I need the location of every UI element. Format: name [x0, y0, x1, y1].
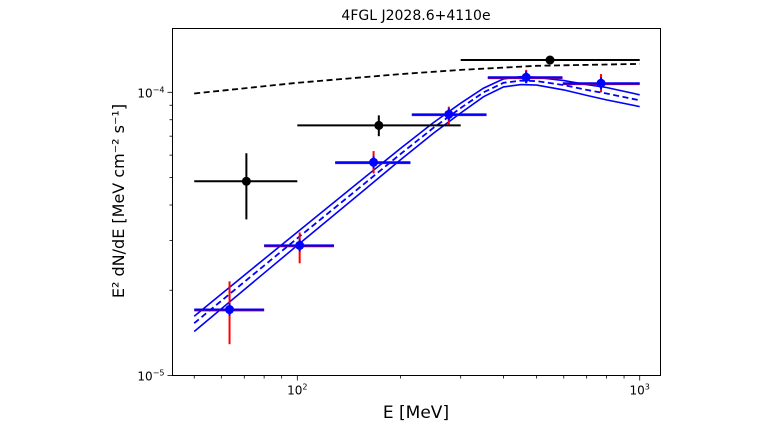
data-point-1-3: [411, 106, 487, 125]
x-tick-label: 102: [287, 383, 307, 398]
data-marker: [295, 240, 305, 250]
data-point-1-2: [335, 151, 411, 174]
y-axis-label: E² dN/dE [MeV cm⁻² s⁻¹]: [109, 104, 128, 298]
data-marker: [374, 120, 384, 130]
plot-area: [193, 55, 640, 345]
model-band-upper: [193, 75, 640, 317]
axes-frame: [172, 28, 661, 376]
data-point-0-2: [460, 55, 640, 65]
y-tick-label: 10−4: [137, 85, 164, 100]
data-point-1-5: [562, 74, 640, 93]
data-marker: [545, 55, 555, 65]
x-axis-label: E [MeV]: [383, 403, 449, 423]
model-band-lower: [193, 83, 640, 333]
data-point-0-0: [194, 153, 298, 220]
data-marker: [444, 109, 454, 119]
data-point-1-4: [487, 69, 563, 84]
data-marker: [241, 176, 251, 186]
data-point-0-1: [297, 115, 461, 137]
data-marker: [521, 72, 531, 82]
model-line-2: [194, 63, 640, 95]
data-marker: [225, 305, 235, 315]
data-marker: [369, 157, 379, 167]
chart-title: 4FGL J2028.6+4110e: [341, 8, 490, 24]
data-point-1-1: [264, 232, 335, 264]
data-point-1-0: [194, 281, 265, 345]
data-marker: [596, 78, 606, 88]
axis-ticks: 102 103 10−4 10−5: [137, 85, 649, 397]
model-line-3: [193, 79, 640, 324]
x-tick-label: 103: [630, 383, 650, 398]
y-tick-label: 10−5: [137, 369, 164, 384]
